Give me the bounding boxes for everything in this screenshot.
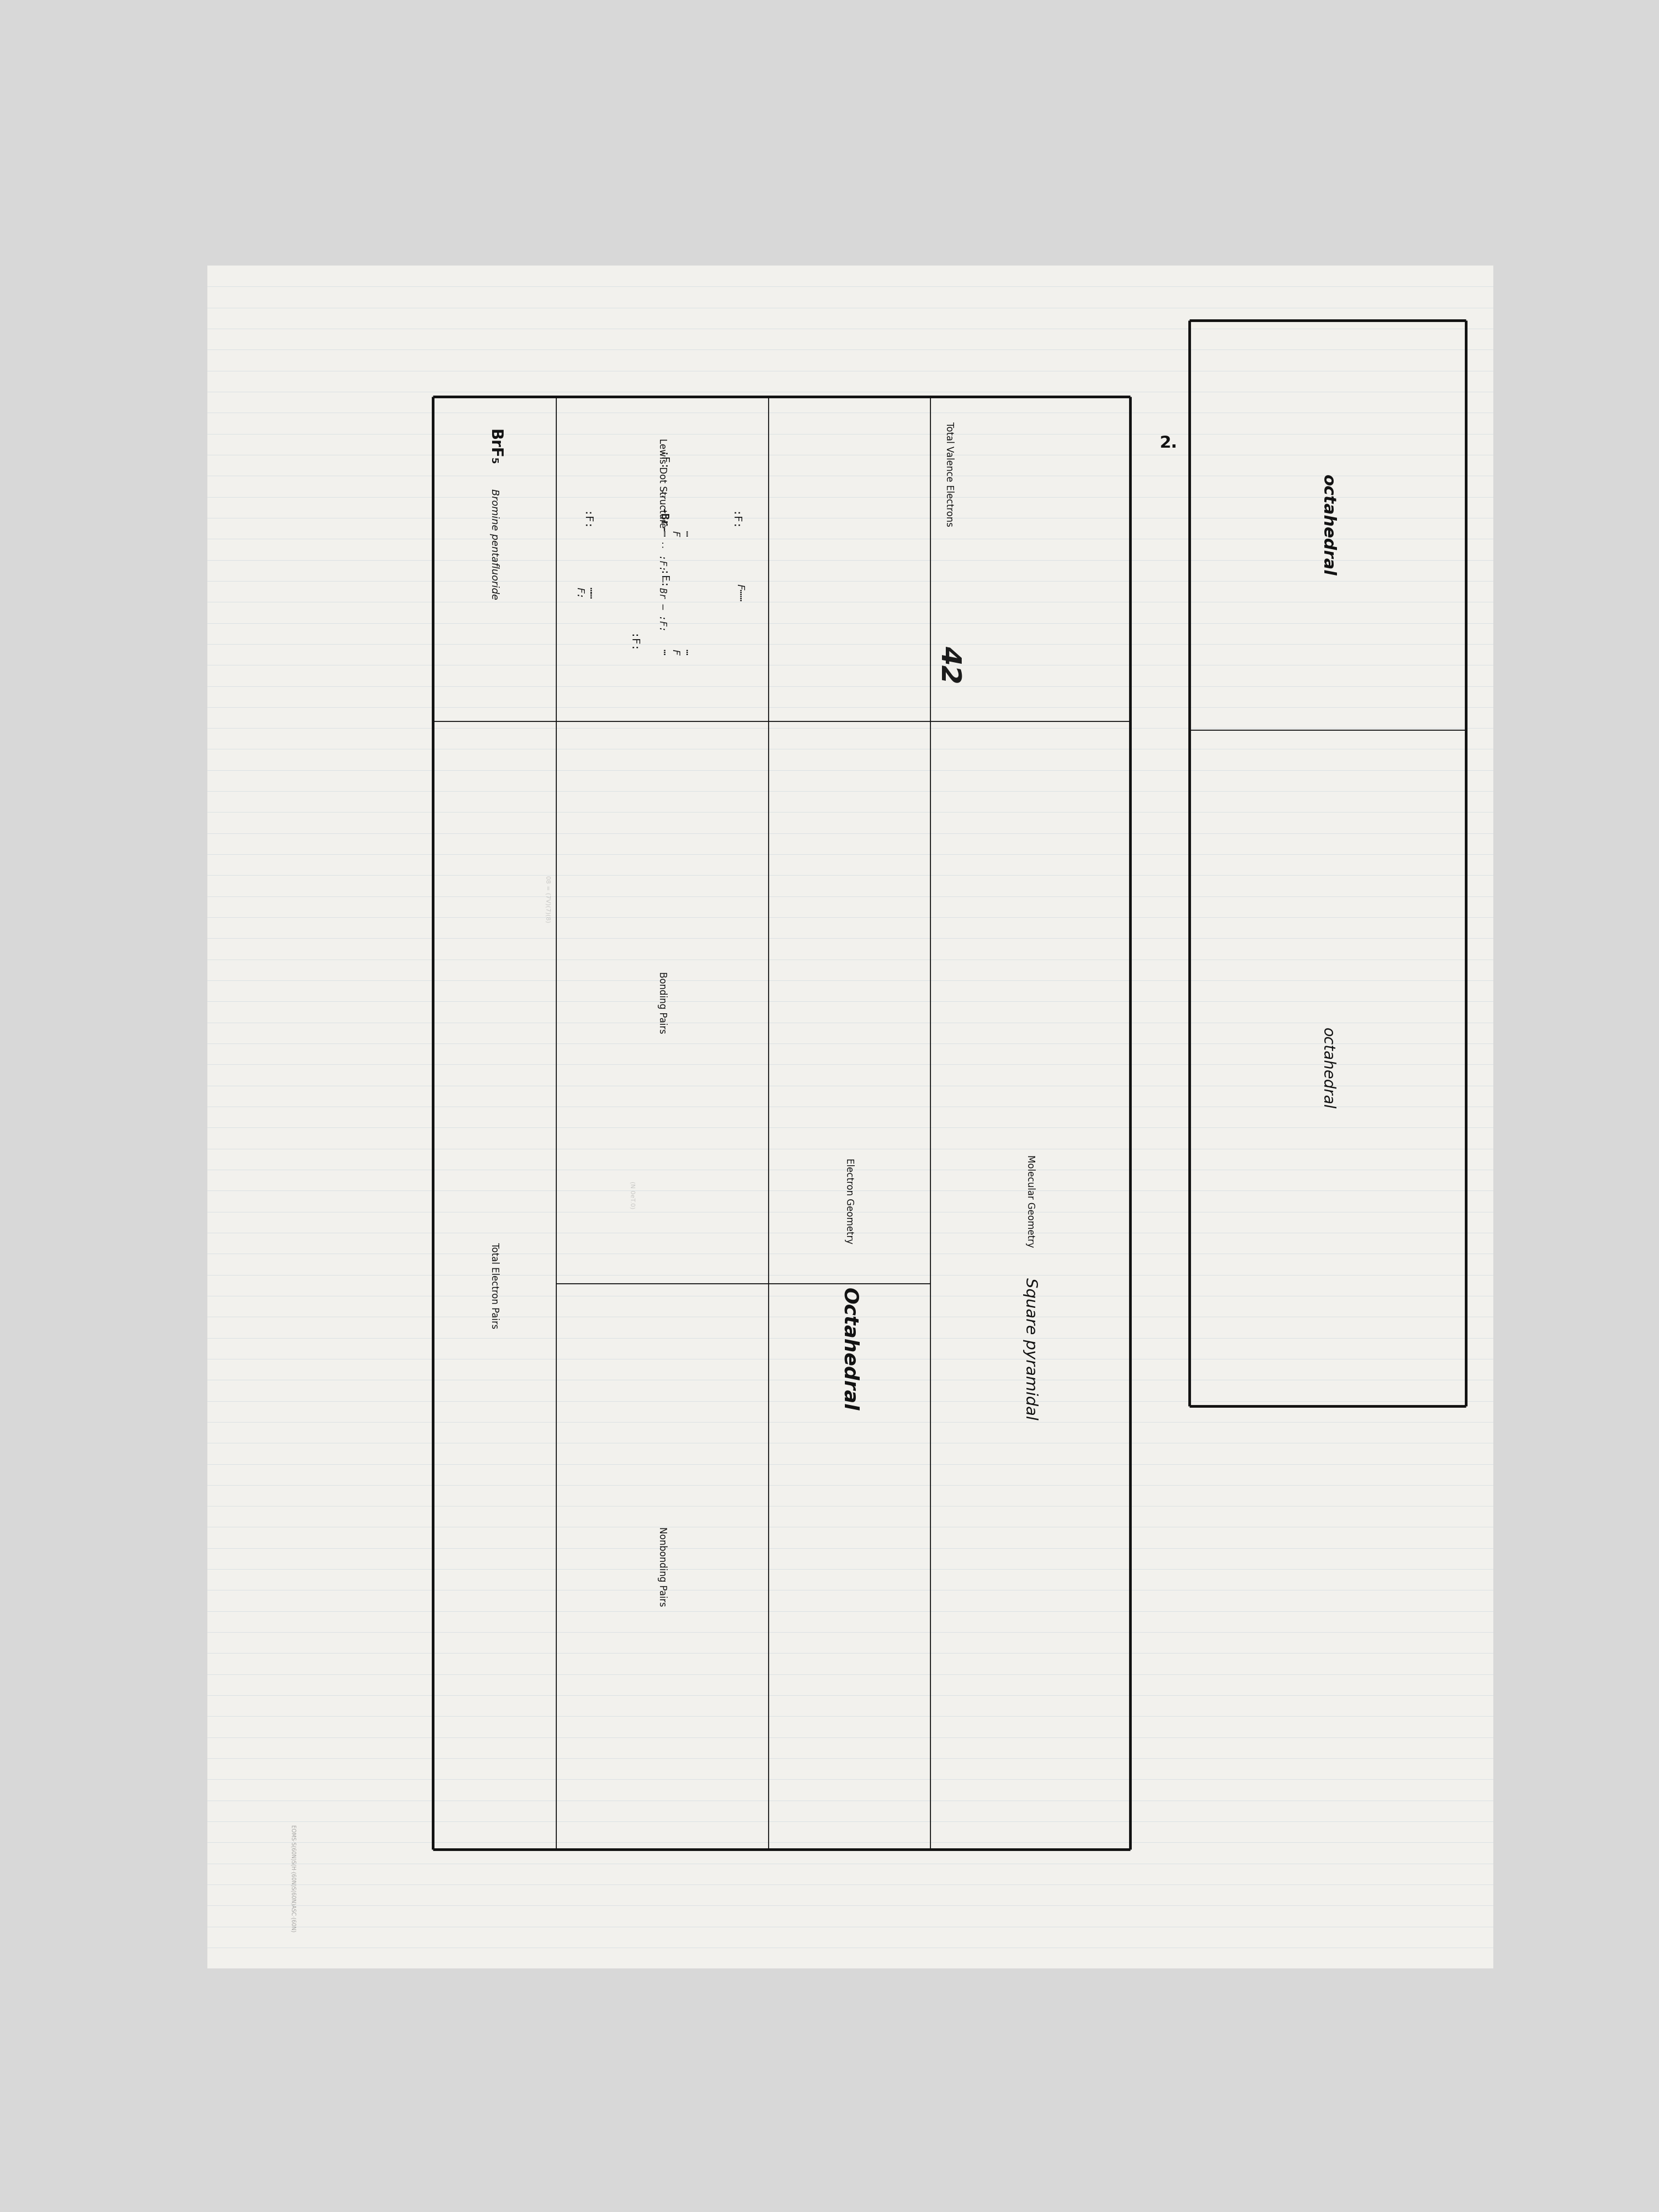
Text: ⋯
F
⋯: ⋯ F ⋯ xyxy=(659,648,692,655)
Text: Total Valence Electrons: Total Valence Electrons xyxy=(944,422,954,526)
Text: Bromine pentafluoride: Bromine pentafluoride xyxy=(489,489,499,599)
Text: ..: .. xyxy=(659,542,667,551)
Text: octahedral: octahedral xyxy=(1321,476,1335,575)
Text: Lewis Dot Structure: Lewis Dot Structure xyxy=(657,438,667,529)
Text: ⋯
F
⋯: ⋯ F ⋯ xyxy=(659,531,692,538)
Text: :F:: :F: xyxy=(657,571,667,591)
Text: F⋯⋯: F⋯⋯ xyxy=(735,584,745,602)
Text: ⋯⋯
F:: ⋯⋯ F: xyxy=(574,586,596,599)
Text: 42: 42 xyxy=(936,646,962,684)
Text: Electron Geometry: Electron Geometry xyxy=(844,1159,854,1243)
Text: -Br-: -Br- xyxy=(657,509,667,533)
Text: ..: .. xyxy=(659,491,667,500)
Text: :F:: :F: xyxy=(657,451,667,471)
Text: :F:: :F: xyxy=(581,511,591,531)
Text: 08 = (7V)(7)(8): 08 = (7V)(7)(8) xyxy=(544,876,551,922)
Text: EOMS·S(60N)S(H·(60N)S(60N)ASC·(60N): EOMS·S(60N)S(H·(60N)S(60N)ASC·(60N) xyxy=(290,1825,295,1933)
Text: (N 0eT.0): (N 0eT.0) xyxy=(630,1181,635,1208)
Text: Square pyramidal: Square pyramidal xyxy=(1022,1279,1039,1420)
Text: Nonbonding Pairs: Nonbonding Pairs xyxy=(657,1526,667,1606)
Text: Octahedral: Octahedral xyxy=(839,1287,859,1411)
Text: octahedral: octahedral xyxy=(1321,1026,1335,1108)
Text: Total Electron Pairs: Total Electron Pairs xyxy=(489,1243,499,1329)
Text: :F: ‒ Br ‒ :F:: :F: ‒ Br ‒ :F: xyxy=(657,555,667,630)
Text: :F:: :F: xyxy=(627,635,637,653)
Text: Bonding Pairs: Bonding Pairs xyxy=(657,971,667,1033)
Text: :F:: :F: xyxy=(730,511,740,531)
Text: 2.: 2. xyxy=(1160,436,1178,451)
Text: Molecular Geometry: Molecular Geometry xyxy=(1025,1155,1035,1248)
Text: BrF₅: BrF₅ xyxy=(486,429,503,465)
